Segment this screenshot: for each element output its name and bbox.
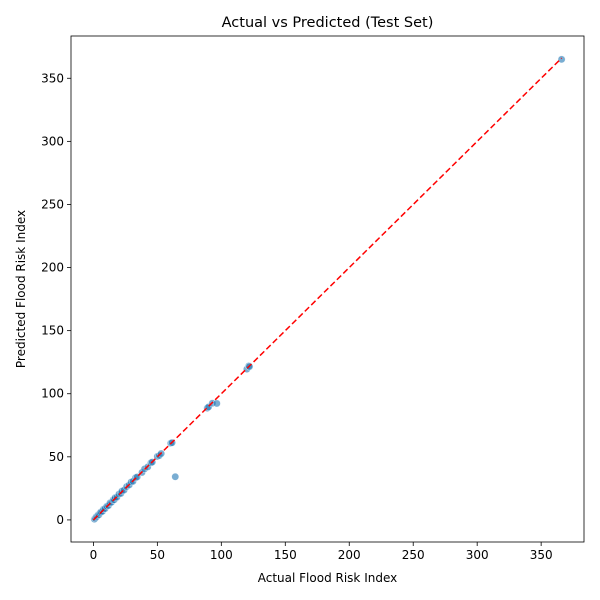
- x-tick-label: 250: [402, 548, 425, 562]
- y-tick-label: 350: [41, 71, 64, 85]
- x-tick-label: 300: [466, 548, 489, 562]
- x-tick-label: 200: [338, 548, 361, 562]
- y-tick-label: 300: [41, 134, 64, 148]
- x-tick-label: 150: [274, 548, 297, 562]
- x-tick-label: 350: [530, 548, 553, 562]
- reference-line: [92, 57, 563, 521]
- y-tick-label: 200: [41, 261, 64, 275]
- y-tick-label: 0: [56, 513, 64, 527]
- chart-title: Actual vs Predicted (Test Set): [222, 15, 434, 31]
- data-point: [557, 55, 566, 64]
- data-point: [171, 472, 180, 481]
- x-tick-label: 50: [150, 548, 165, 562]
- y-axis-label: Predicted Flood Risk Index: [14, 210, 28, 368]
- data-point: [212, 399, 221, 408]
- x-axis-label: Actual Flood Risk Index: [258, 571, 397, 585]
- x-tick-label: 0: [90, 548, 98, 562]
- y-tick-label: 100: [41, 387, 64, 401]
- plot-frame: [70, 35, 585, 543]
- y-tick-label: 150: [41, 324, 64, 338]
- y-tick-label: 250: [41, 197, 64, 211]
- axis-ticks: 0 50 100 150 200 250 300 350 0 50 100 150 200 250 300 3…: [41, 71, 553, 562]
- y-tick-label: 50: [49, 450, 64, 464]
- x-tick-label: 100: [210, 548, 233, 562]
